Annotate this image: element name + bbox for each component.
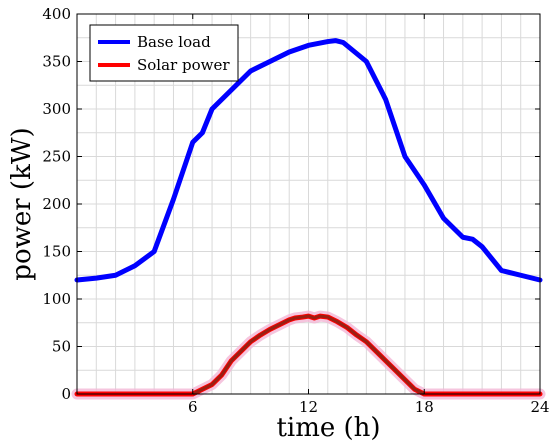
x-tick-label: 24 [530, 398, 549, 416]
x-tick-label: 6 [188, 398, 198, 416]
y-axis-label: power (kW) [7, 127, 37, 280]
y-tick-label: 350 [42, 53, 71, 71]
legend-label-base-load: Base load [137, 33, 211, 51]
legend-box [89, 24, 239, 82]
plot-lines [71, 38, 546, 400]
y-tick-label: 100 [42, 290, 71, 308]
ticks: 0 50 100 150 200 250 300 350 400 6 12 18 24 [42, 5, 549, 416]
legend-label-solar-power: Solar power [137, 56, 230, 74]
x-tick-label: 18 [415, 398, 434, 416]
x-axis-label: time (h) [276, 413, 380, 443]
y-tick-label: 400 [42, 5, 71, 23]
x-tick-label: 12 [299, 398, 318, 416]
y-tick-label: 300 [42, 100, 71, 118]
y-tick-label: 150 [42, 243, 71, 261]
solar-power-core [192, 314, 425, 396]
y-tick-label: 50 [52, 338, 71, 356]
y-tick-label: 200 [42, 195, 71, 213]
series-line-0 [74, 38, 543, 283]
legend: Base load Solar power [89, 24, 239, 82]
y-tick-label: 0 [61, 385, 71, 403]
y-tick-label: 250 [42, 148, 71, 166]
